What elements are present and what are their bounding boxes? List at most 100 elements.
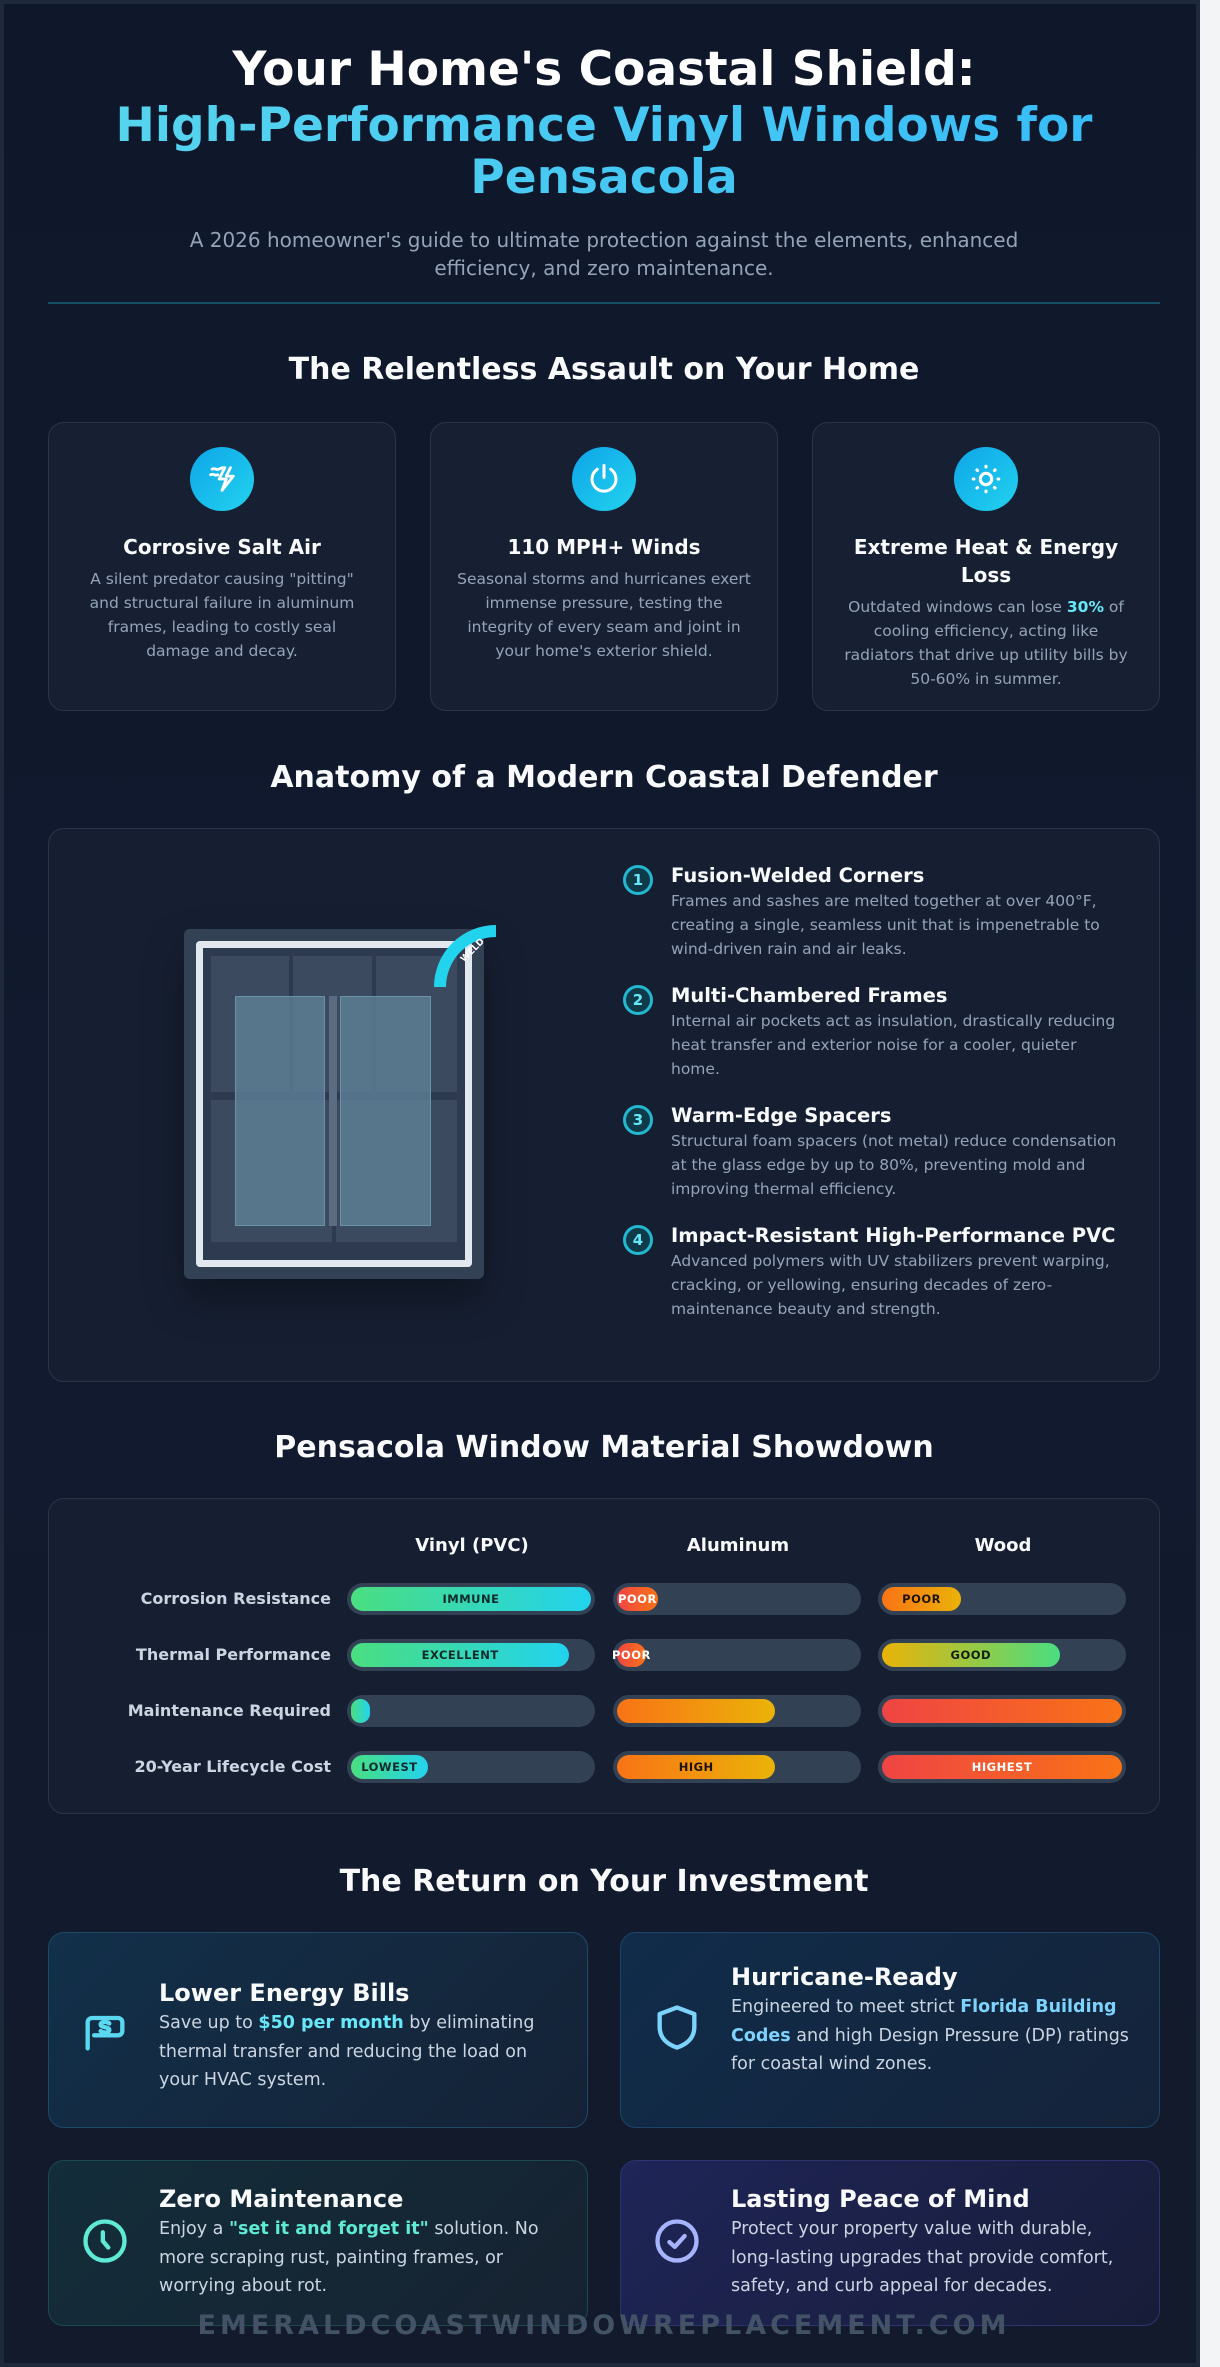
roi-title: Lasting Peace of Mind	[731, 2185, 1030, 2213]
feature-item: 1 Fusion-Welded Corners Frames and sashe…	[623, 863, 1123, 961]
window-glass-right	[340, 996, 431, 1226]
feature-item: 2 Multi-Chambered Frames Internal air po…	[623, 983, 1123, 1081]
rating-bar-track: IMMUNE	[347, 1583, 595, 1615]
page-title-highlight: High-Performance Vinyl Windows for Pensa…	[115, 98, 1093, 205]
hero-header: Your Home's Coastal Shield: High-Perform…	[4, 40, 1204, 282]
feature-text: Structural foam spacers (not metal) redu…	[671, 1132, 1117, 1198]
roi-title: Lower Energy Bills	[159, 1979, 410, 2007]
rating-bar-track	[613, 1695, 861, 1727]
page-subtitle: A 2026 homeowner's guide to ultimate pro…	[189, 228, 1019, 280]
rating-bar-track: GOOD	[878, 1639, 1126, 1671]
rating-bar-fill: HIGHEST	[882, 1755, 1122, 1779]
row-label: Corrosion Resistance	[140, 1589, 331, 1608]
rating-bar-track	[878, 1695, 1126, 1727]
roi-highlight: Florida Building Codes	[731, 1997, 1117, 2046]
rating-bar-track	[347, 1695, 595, 1727]
roi-text: Save up to $50 per month by eliminating …	[159, 2009, 559, 2095]
roi-card-hurricane: Hurricane-Ready Engineered to meet stric…	[620, 1932, 1160, 2128]
rating-bar-fill: POOR	[882, 1587, 962, 1611]
threat-title: Extreme Heat & Energy Loss	[853, 535, 1119, 587]
rating-bar-track: HIGH	[613, 1751, 861, 1783]
feature-number-badge: 2	[623, 985, 653, 1015]
threat-card-salt-air: Corrosive Salt Air A silent predator cau…	[48, 422, 396, 711]
column-header-aluminum: Aluminum	[686, 1535, 790, 1556]
feature-text: Internal air pockets act as insulation, …	[671, 1012, 1116, 1078]
column-header-wood: Wood	[974, 1535, 1032, 1556]
feature-item: 4 Impact-Resistant High-Performance PVC …	[623, 1223, 1123, 1321]
roi-card-peace-of-mind: Lasting Peace of Mind Protect your prope…	[620, 2160, 1160, 2326]
money-chat-icon	[85, 2015, 125, 2051]
threat-text: A silent predator causing "pitting" and …	[89, 570, 355, 660]
site-watermark: EMERALDCOASTWINDOWREPLACEMENT.COM	[197, 2310, 1011, 2341]
row-label: Maintenance Required	[127, 1701, 331, 1720]
rating-bar-track: EXCELLENT	[347, 1639, 595, 1671]
feature-text: Frames and sashes are melted together at…	[671, 892, 1100, 958]
header-divider	[48, 302, 1160, 304]
roi-text-part: and high Design Pressure (DP) ratings fo…	[731, 2025, 1129, 2075]
feature-number-badge: 3	[623, 1105, 653, 1135]
feature-text: Advanced polymers with UV stabilizers pr…	[671, 1252, 1110, 1318]
feature-title: Warm-Edge Spacers	[671, 1104, 892, 1127]
shield-icon	[657, 2005, 697, 2050]
feature-title: Multi-Chambered Frames	[671, 984, 948, 1007]
row-label: Thermal Performance	[135, 1645, 331, 1664]
threat-card-winds: 110 MPH+ Winds Seasonal storms and hurri…	[430, 422, 778, 711]
roi-text-part: Enjoy a	[159, 2219, 229, 2239]
rating-bar-fill: POOR	[617, 1587, 658, 1611]
roi-highlight: $50 per month	[258, 2013, 404, 2033]
row-label: 20-Year Lifecycle Cost	[134, 1757, 331, 1776]
roi-card-energy: Lower Energy Bills Save up to $50 per mo…	[48, 1932, 588, 2128]
window-frame	[196, 941, 472, 1267]
threat-title: 110 MPH+ Winds	[507, 535, 701, 559]
threat-text: Outdated windows can lose 30% of cooling…	[839, 595, 1133, 691]
rating-bar-fill	[351, 1699, 371, 1723]
roi-highlight: "set it and forget it"	[228, 2219, 429, 2239]
rating-bar-fill	[882, 1699, 1122, 1723]
feature-number-badge: 4	[623, 1225, 653, 1255]
rating-bar-track: POOR	[613, 1583, 861, 1615]
sun-icon	[954, 447, 1018, 511]
weld-arc-icon: WELD	[434, 925, 497, 987]
feature-number-badge: 1	[623, 865, 653, 895]
roi-title: Zero Maintenance	[159, 2185, 404, 2213]
threat-card-heat: Extreme Heat & Energy Loss Outdated wind…	[812, 422, 1160, 711]
window-diagram	[184, 929, 484, 1279]
rating-bar-track: POOR	[612, 1639, 861, 1671]
roi-title: Hurricane-Ready	[731, 1963, 958, 1991]
column-header-vinyl: Vinyl (PVC)	[415, 1535, 529, 1556]
rating-bar-track: HIGHEST	[878, 1751, 1126, 1783]
rating-bar-fill	[617, 1699, 776, 1723]
roi-text: Protect your property value with durable…	[731, 2219, 1114, 2296]
threat-title: Corrosive Salt Air	[123, 535, 321, 559]
section-title-showdown: Pensacola Window Material Showdown	[274, 1430, 934, 1465]
roi-text-part: Engineered to meet strict	[731, 1997, 961, 2017]
anatomy-card: WELD 1 Fusion-Welded Corners Frames and …	[48, 828, 1160, 1382]
salt-storm-icon	[190, 447, 254, 511]
feature-title: Impact-Resistant High-Performance PVC	[671, 1224, 1116, 1247]
material-comparison-table: Vinyl (PVC) Aluminum Wood Corrosion Resi…	[48, 1498, 1160, 1814]
rating-bar-fill: LOWEST	[351, 1755, 428, 1779]
threat-text: Seasonal storms and hurricanes exert imm…	[457, 570, 751, 660]
rating-bar-track: POOR	[878, 1583, 1126, 1615]
feature-title: Fusion-Welded Corners	[671, 864, 925, 887]
roi-text: Engineered to meet strict Florida Buildi…	[731, 1993, 1131, 2079]
rating-bar-fill: GOOD	[882, 1643, 1060, 1667]
roi-card-maintenance: Zero Maintenance Enjoy a "set it and for…	[48, 2160, 588, 2326]
section-title-roi: The Return on Your Investment	[339, 1864, 869, 1899]
window-glass-left	[235, 996, 325, 1226]
section-title-anatomy: Anatomy of a Modern Coastal Defender	[270, 760, 938, 795]
page-title: Your Home's Coastal Shield:	[232, 42, 976, 97]
threat-text-part: Outdated windows can lose	[848, 598, 1067, 616]
threat-stat-highlight: 30%	[1066, 598, 1104, 616]
roi-text-part: by eliminating thermal transfer and redu…	[159, 2013, 535, 2090]
power-wind-icon	[572, 447, 636, 511]
feature-item: 3 Warm-Edge Spacers Structural foam spac…	[623, 1103, 1123, 1201]
roi-text-part: solution. No more scraping rust, paintin…	[159, 2219, 539, 2296]
clock-icon	[83, 2219, 127, 2263]
threat-text-part: of cooling efficiency, acting like radia…	[844, 598, 1128, 688]
check-circle-icon	[655, 2219, 699, 2263]
rating-bar-track: LOWEST	[347, 1751, 595, 1783]
section-title-threats: The Relentless Assault on Your Home	[288, 352, 920, 387]
roi-text-part: Save up to	[159, 2013, 259, 2033]
